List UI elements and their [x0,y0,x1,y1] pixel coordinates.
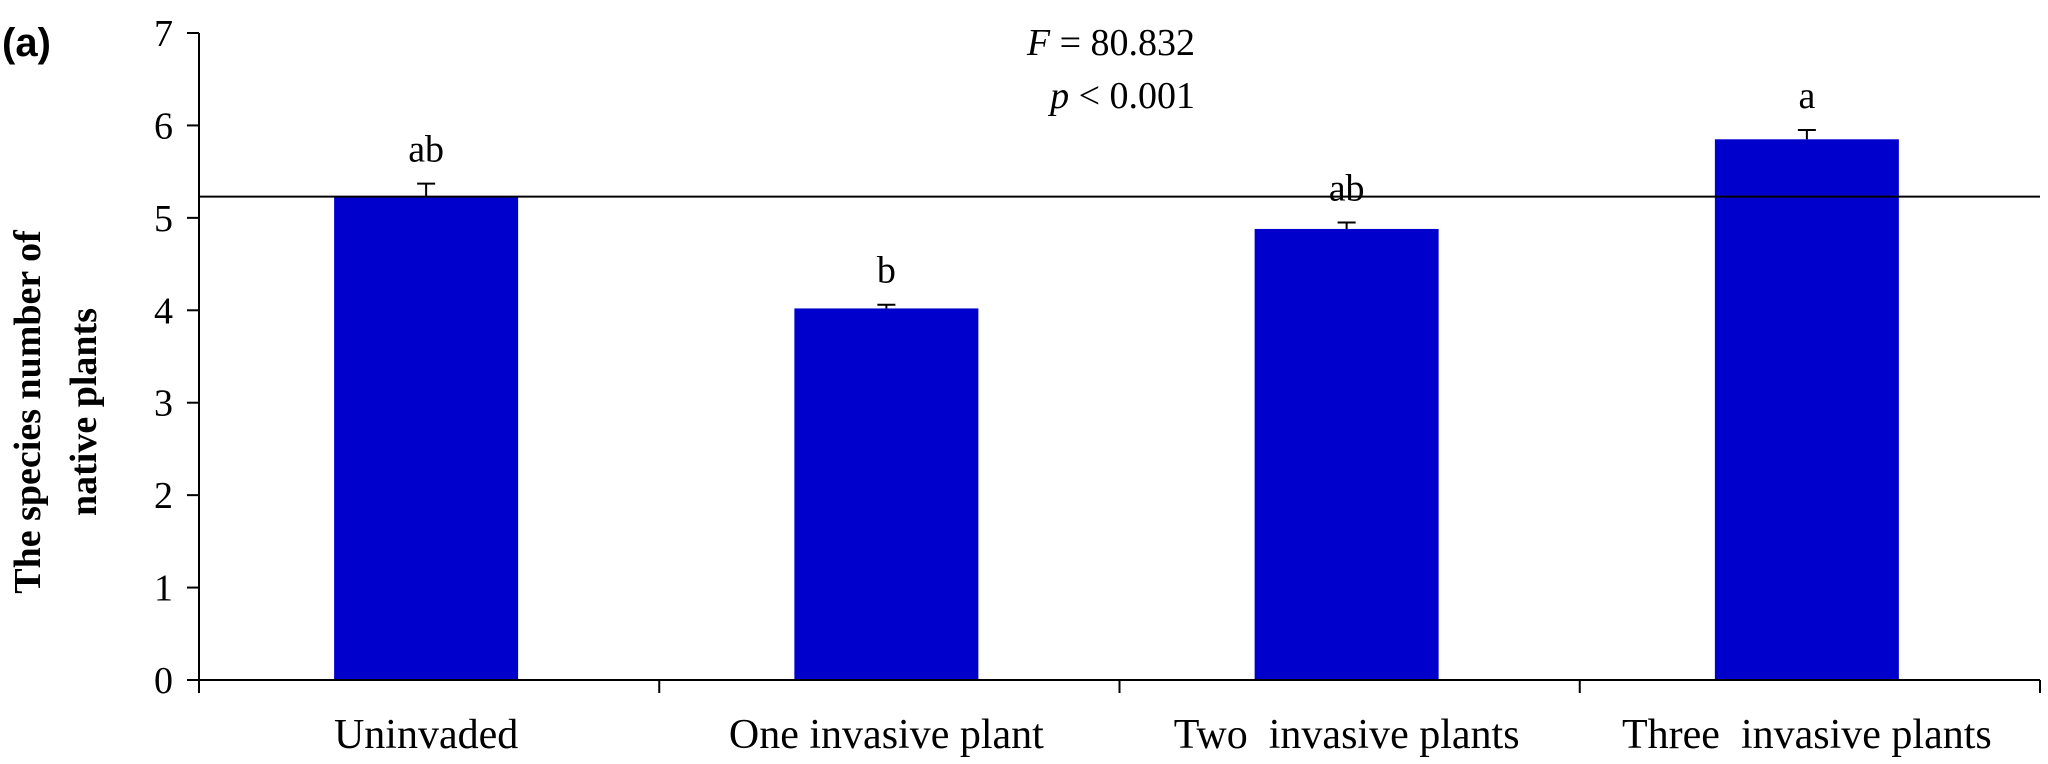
y-tick-label: 1 [154,568,173,610]
y-axis-title-line-1: The species number of [7,229,49,594]
stats-annotation: F = 80.832 p < 0.001 [1026,22,1195,117]
y-tick-label: 0 [154,660,173,702]
bar [1254,228,1439,680]
y-axis-ticks: 0 1 2 3 4 5 6 7 [154,13,199,702]
panel-label: (a) [2,21,51,65]
significance-letter: ab [1329,167,1365,209]
y-tick-label: 5 [154,198,173,240]
bars [334,139,1899,681]
p-value: p < 0.001 [1047,75,1195,117]
x-tick-label: Three invasive plants [1622,712,1992,758]
y-axis-title: The species number of native plants [7,229,105,594]
y-tick-label: 3 [154,383,173,425]
x-axis-tick-labels: Uninvaded One invasive plant Two invasive … [334,712,1992,758]
bar [334,196,519,680]
x-axis-ticks [198,680,2041,693]
p-text: < 0.001 [1069,75,1195,117]
x-tick-label: Uninvaded [334,712,518,758]
x-tick-label: One invasive plant [729,712,1044,758]
bar [794,308,979,680]
significance-letter: b [877,250,896,292]
y-axis-title-line-2: native plants [63,308,105,516]
error-bars [417,129,1816,309]
f-symbol: F [1026,22,1051,64]
y-tick-label: 6 [154,105,173,147]
p-symbol: p [1047,75,1069,117]
significance-letter: a [1798,75,1815,117]
f-value: = 80.832 [1050,22,1195,64]
y-tick-label: 2 [154,475,173,517]
significance-letters: ab b ab a [408,75,1815,292]
significance-letter: ab [408,129,444,171]
y-tick-label: 7 [154,13,173,55]
f-statistic: F = 80.832 [1026,22,1195,64]
x-tick-label: Two invasive plants [1174,712,1520,758]
y-tick-label: 4 [154,290,173,332]
bar [1714,139,1899,681]
